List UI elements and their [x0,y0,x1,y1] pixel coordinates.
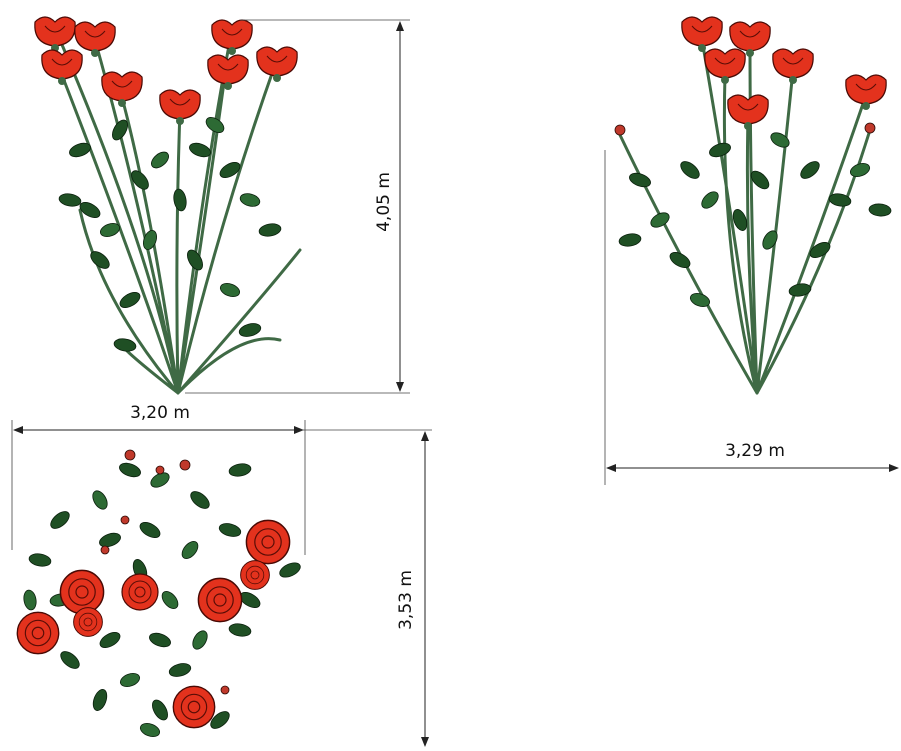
plant-part [277,560,302,580]
plant-part [773,49,813,84]
plant-part [122,574,158,610]
plant-part [768,130,791,150]
plant-part [22,589,37,611]
plant-part [90,488,110,511]
plant-part [190,628,210,651]
plant-part [75,22,115,57]
bud [221,686,229,694]
plant-part [708,141,733,160]
plant-part [849,161,872,179]
plant-part [58,192,82,208]
plant-part [238,321,262,338]
side-width-label: 3,29 m [725,441,785,461]
bud [156,466,164,474]
height-label: 4,05 m [374,172,394,232]
plant-part [239,192,261,209]
plant-part [119,671,142,689]
plant-part [198,578,241,621]
plant-part [160,90,200,125]
bud [125,450,135,460]
plant-part [58,648,83,671]
plant-part [117,289,142,310]
plant-side [615,17,891,393]
plant-part [228,462,252,478]
plant-part [48,508,73,531]
plant-part [246,520,289,563]
plant-part [91,688,110,713]
plant-part [35,17,75,52]
diagram: 4,05 m 3,20 m 3,53 m 3,29 m [0,0,901,751]
plant-part [846,75,886,110]
plant-part [28,552,52,568]
plant-part [139,721,162,739]
dimension-lines [12,20,898,746]
plant-part [184,247,205,272]
plant-part [241,561,270,590]
plant-part [212,20,252,55]
plant-part [628,171,653,190]
plant-part [705,49,745,84]
plant-part [173,686,214,727]
plant-part [257,47,297,82]
plant-part [97,629,122,650]
bud [121,516,129,524]
plant-part [102,72,142,107]
plant-part [149,697,170,722]
plant-top [17,450,302,739]
plant-part [208,55,248,90]
plant-part [788,282,812,298]
plant-part [188,488,213,511]
plant-part [159,588,181,611]
plant-part [682,17,722,52]
plant-part [17,612,58,653]
width-label: 3,20 m [130,403,190,423]
plant-part [74,608,103,637]
plant-part [869,203,892,217]
plant-part [118,461,143,480]
plant-part [218,521,242,538]
plant-part [258,222,282,238]
plant-part [618,232,642,248]
bud [101,546,109,554]
plant-part [168,661,192,678]
depth-label: 3,53 m [396,570,416,630]
plant-part [798,158,823,181]
plant-part [137,519,162,540]
plant-part [98,531,123,550]
plant-part [728,95,768,130]
plant-part [219,281,242,299]
plant-part [148,631,173,650]
plant-part [179,538,201,561]
plant-part [60,570,103,613]
plant-part [699,189,722,212]
plant-part [228,622,252,638]
plant-part [678,158,703,181]
bud [180,460,190,470]
plant-part [148,149,171,171]
plant-part [172,188,188,212]
plant-front [35,17,300,393]
bud [865,123,875,133]
bud [615,125,625,135]
plant-part [113,337,137,353]
